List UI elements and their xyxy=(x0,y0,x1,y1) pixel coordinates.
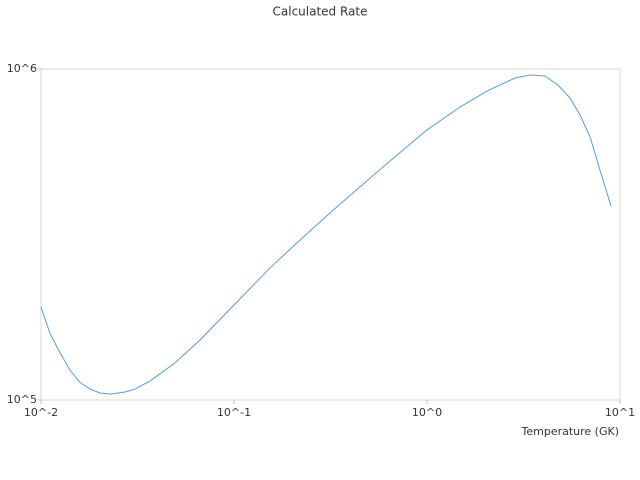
x-tick-label: 10^-2 xyxy=(24,406,58,419)
x-axis-label: Temperature (GK) xyxy=(521,425,620,438)
x-tick-label: 10^-1 xyxy=(217,406,251,419)
line-series xyxy=(40,74,612,395)
plot-frame xyxy=(40,68,621,401)
y-tick-label: 10^6 xyxy=(7,62,37,75)
x-tick-label: 10^0 xyxy=(412,406,442,419)
chart-title: Calculated Rate xyxy=(273,5,368,19)
x-tick-label: 10^1 xyxy=(605,406,635,419)
y-tick-label: 10^5 xyxy=(7,393,37,406)
